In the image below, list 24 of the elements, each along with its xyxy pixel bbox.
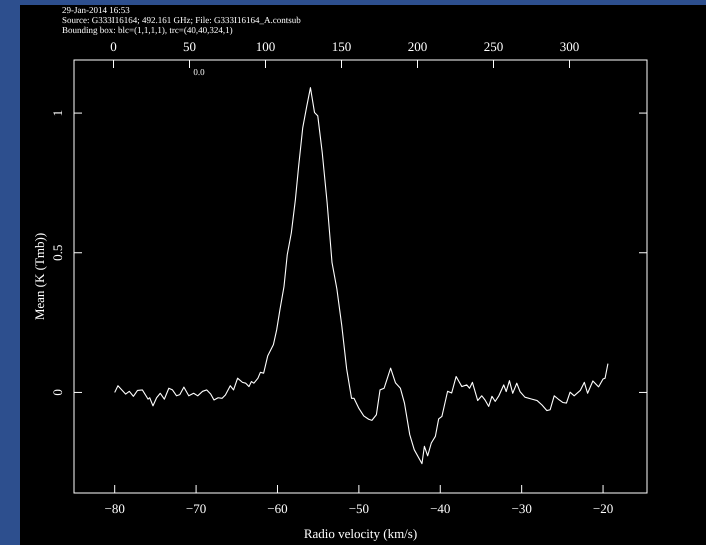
- chart-subtitle: Source: G333I16164; 492.161 GHz; File: G333I16164_A.contsub: [62, 15, 302, 25]
- x-tick-label: −60: [267, 501, 288, 516]
- x2-tick-label: 200: [408, 39, 428, 54]
- x-tick-label: −30: [511, 501, 532, 516]
- x-tick-label: −80: [104, 501, 125, 516]
- x2-tick-label: 150: [332, 39, 352, 54]
- x-axis-title: Radio velocity (km/s): [304, 526, 418, 541]
- y-axis-title: Mean (K (Tmb)): [32, 232, 47, 320]
- line-series: [114, 87, 608, 464]
- x2-tick-label: 50: [183, 39, 196, 54]
- x2-tick-label: 250: [484, 39, 504, 54]
- x2-tick-label: 0: [110, 39, 117, 54]
- annotation: 0.0: [193, 67, 206, 77]
- x-tick-label: −20: [592, 501, 614, 516]
- y-tick-label: 0.5: [50, 244, 65, 261]
- x2-tick-label: 300: [560, 39, 580, 54]
- text: Bounding box: blc=(1,1,1,1), trc=(40,40,324,1): [62, 25, 233, 35]
- x-tick-label: −70: [186, 501, 206, 516]
- x-tick-label: −50: [348, 501, 370, 516]
- y-tick-label: 1: [50, 110, 65, 116]
- x-tick-label: −40: [430, 501, 450, 516]
- x2-tick-label: 100: [256, 39, 276, 54]
- chart-title: 29-Jan-2014 16:53: [62, 5, 130, 15]
- y-tick-label: 0: [50, 389, 65, 396]
